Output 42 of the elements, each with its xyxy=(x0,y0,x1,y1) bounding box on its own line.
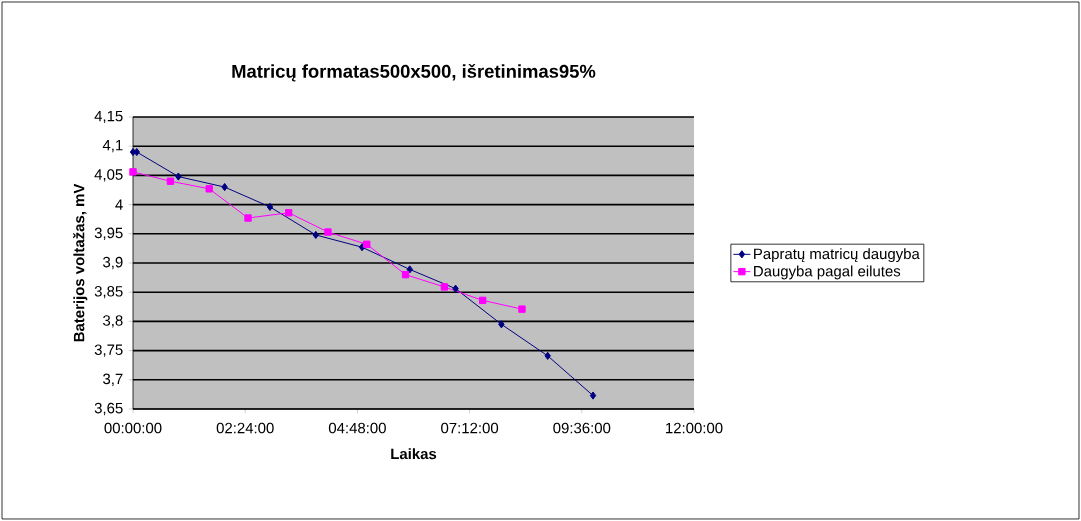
point xyxy=(285,209,293,217)
point xyxy=(205,185,213,193)
point xyxy=(544,351,551,360)
x-tick-label: 07:12:00 xyxy=(441,422,499,434)
x-tick-label: 04:48:00 xyxy=(328,422,386,434)
y-tick-label: 3,7 xyxy=(103,373,123,386)
point xyxy=(498,320,505,329)
point xyxy=(479,296,487,305)
point xyxy=(166,177,175,185)
point xyxy=(266,202,274,212)
legend-label: Daugyba pagal eilutes xyxy=(754,265,901,280)
point xyxy=(518,305,526,313)
point xyxy=(221,182,228,192)
y-tick-label: 3,65 xyxy=(94,402,123,416)
point xyxy=(129,168,137,176)
point xyxy=(312,230,319,240)
y-tick-label: 4 xyxy=(115,199,123,210)
point xyxy=(244,214,252,222)
chart-title: Matricų formatas500x500, išretinimas95% xyxy=(232,63,596,82)
point xyxy=(175,172,182,181)
y-tick-label: 4,05 xyxy=(94,169,123,182)
point xyxy=(324,228,332,236)
x-tick-label: 12:00:00 xyxy=(666,422,723,434)
y-axis-title: Baterijos voltažas, mV xyxy=(73,183,88,342)
y-tick-label: 3,85 xyxy=(94,286,123,299)
point xyxy=(589,391,597,400)
y-tick-label: 3,95 xyxy=(94,227,123,240)
y-tick-label: 3,75 xyxy=(94,344,123,357)
x-axis-title: Laikas xyxy=(391,448,437,460)
point xyxy=(406,265,413,274)
y-tick-label: 3,9 xyxy=(103,256,123,270)
point xyxy=(452,284,459,293)
legend-label: Papratų matricų daugyba xyxy=(754,248,920,263)
point xyxy=(363,240,371,248)
x-tick-label: 00:00:00 xyxy=(104,422,162,434)
y-tick-label: 4,15 xyxy=(94,110,123,124)
x-tick-label: 09:36:00 xyxy=(553,422,611,434)
point xyxy=(440,283,449,291)
y-tick-label: 3,8 xyxy=(103,315,123,328)
point xyxy=(401,270,410,279)
y-tick-label: 4,1 xyxy=(102,140,123,153)
x-tick-label: 02:24:00 xyxy=(216,422,274,434)
